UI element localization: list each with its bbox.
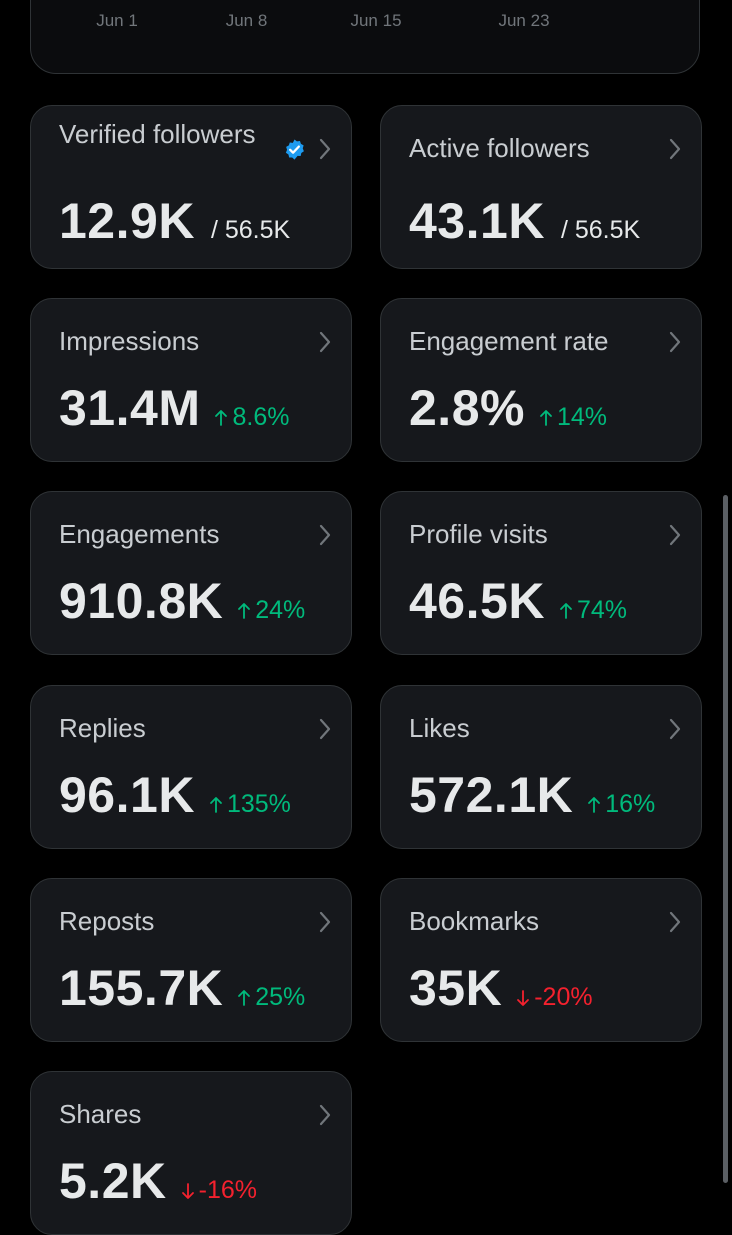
metric-value: 2.8% xyxy=(409,380,525,436)
metric-delta-value: -20% xyxy=(534,983,593,1011)
metric-card-profile-visits[interactable]: Profile visits 46.5K 74% xyxy=(380,491,702,655)
x-axis-label-jun-1: Jun 1 xyxy=(96,11,138,30)
chevron-right-icon xyxy=(669,524,681,546)
trend-arrow-icon xyxy=(588,796,601,813)
metric-delta: 14% xyxy=(539,403,607,432)
metric-total: / 56.5K xyxy=(560,216,641,244)
chevron-right-icon xyxy=(319,138,331,160)
metric-delta: 135% xyxy=(209,790,291,819)
metric-card-likes[interactable]: Likes 572.1K 16% xyxy=(380,685,702,849)
metric-delta: 24% xyxy=(237,596,305,625)
trend-arrow-icon xyxy=(210,796,222,813)
metric-delta: 74% xyxy=(559,596,627,625)
metric-delta-value: 24% xyxy=(255,596,306,624)
metric-label: Shares xyxy=(59,1099,142,1129)
metric-card-verified-followers[interactable]: Verified followers 12.9K / 56.5K xyxy=(30,105,352,269)
metric-delta-value: 135% xyxy=(226,790,291,818)
metric-delta-value: 25% xyxy=(255,983,306,1011)
trend-arrow-icon xyxy=(181,1182,194,1199)
trend-arrow-icon xyxy=(540,409,552,426)
metric-card-replies[interactable]: Replies 96.1K 135% xyxy=(30,685,352,849)
metric-label: Impressions xyxy=(59,326,200,356)
trend-arrow-icon xyxy=(238,602,251,619)
metric-card-bookmarks[interactable]: Bookmarks 35K -20% xyxy=(380,878,702,1042)
metric-value: 43.1K xyxy=(409,193,545,249)
chevron-right-icon xyxy=(669,331,681,353)
metric-value: 572.1K xyxy=(409,767,574,823)
metric-value: 5.2K xyxy=(59,1153,167,1209)
metric-card-shares[interactable]: Shares 5.2K -16% xyxy=(30,1071,352,1235)
metric-delta: -16% xyxy=(181,1176,257,1205)
metric-delta: 25% xyxy=(237,983,305,1012)
chevron-right-icon xyxy=(319,718,331,740)
x-axis-label-jun-8: Jun 8 xyxy=(225,11,268,30)
metric-delta: 16% xyxy=(587,790,655,819)
chevron-right-icon xyxy=(319,524,331,546)
metric-label: Active followers xyxy=(409,133,590,163)
metric-card-impressions[interactable]: Impressions 31.4M 8.6% xyxy=(30,298,352,462)
trend-arrow-icon xyxy=(517,989,530,1006)
metric-label: Profile visits xyxy=(409,519,548,549)
metric-value: 46.5K xyxy=(409,573,545,629)
activity-chart-card: Jun 1 Jun 8 Jun 15 Jun 23 xyxy=(30,0,700,74)
x-axis-label-jun-23: Jun 23 xyxy=(498,11,550,30)
verified-badge-icon xyxy=(285,139,304,160)
chevron-right-icon xyxy=(669,718,681,740)
trend-arrow-icon xyxy=(215,409,228,426)
chevron-right-icon xyxy=(669,138,681,160)
metric-label: Replies xyxy=(59,713,146,743)
metric-label: Engagement rate xyxy=(409,326,609,356)
metric-value: 155.7K xyxy=(59,960,224,1016)
metric-card-engagement-rate[interactable]: Engagement rate 2.8% 14% xyxy=(380,298,702,462)
metric-delta-value: 8.6% xyxy=(232,403,290,431)
metric-delta-value: 74% xyxy=(576,596,627,624)
metric-card-reposts[interactable]: Reposts 155.7K 25% xyxy=(30,878,352,1042)
trend-arrow-icon xyxy=(238,989,251,1006)
metric-value: 96.1K xyxy=(59,767,195,823)
metric-delta-value: 14% xyxy=(556,403,608,431)
metric-label: Reposts xyxy=(59,906,155,936)
x-axis-label-jun-15: Jun 15 xyxy=(350,11,402,30)
metric-delta: -20% xyxy=(516,983,593,1012)
metric-value: 12.9K xyxy=(59,193,195,249)
trend-arrow-icon xyxy=(560,602,572,619)
metric-value: 910.8K xyxy=(59,573,224,629)
metric-card-active-followers[interactable]: Active followers 43.1K / 56.5K xyxy=(380,105,702,269)
metric-label: Likes xyxy=(409,713,470,743)
chevron-right-icon xyxy=(319,1104,331,1126)
chevron-right-icon xyxy=(319,331,331,353)
metric-delta: 8.6% xyxy=(214,403,289,432)
chevron-right-icon xyxy=(319,911,331,933)
metric-label: Engagements xyxy=(59,519,220,549)
metric-total: / 56.5K xyxy=(210,216,291,244)
metric-delta-value: -16% xyxy=(198,1176,257,1204)
metric-label: Bookmarks xyxy=(409,906,540,936)
chevron-right-icon xyxy=(669,911,681,933)
metric-value: 35K xyxy=(409,960,503,1016)
metric-label: Verified followers xyxy=(59,119,256,149)
scrollbar[interactable] xyxy=(723,495,728,1183)
metric-delta-value: 16% xyxy=(605,790,656,818)
metric-card-engagements[interactable]: Engagements 910.8K 24% xyxy=(30,491,352,655)
metric-value: 31.4M xyxy=(59,380,201,436)
